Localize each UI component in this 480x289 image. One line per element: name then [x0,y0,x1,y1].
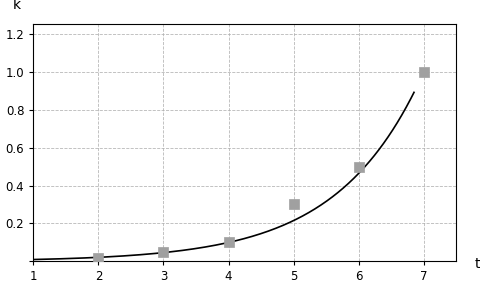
Point [419,69,427,74]
Point [224,240,232,245]
Point [289,202,297,207]
Point [95,255,102,260]
X-axis label: t: t [474,257,479,271]
Y-axis label: k: k [12,0,21,12]
Point [354,164,362,169]
Point [159,250,167,254]
